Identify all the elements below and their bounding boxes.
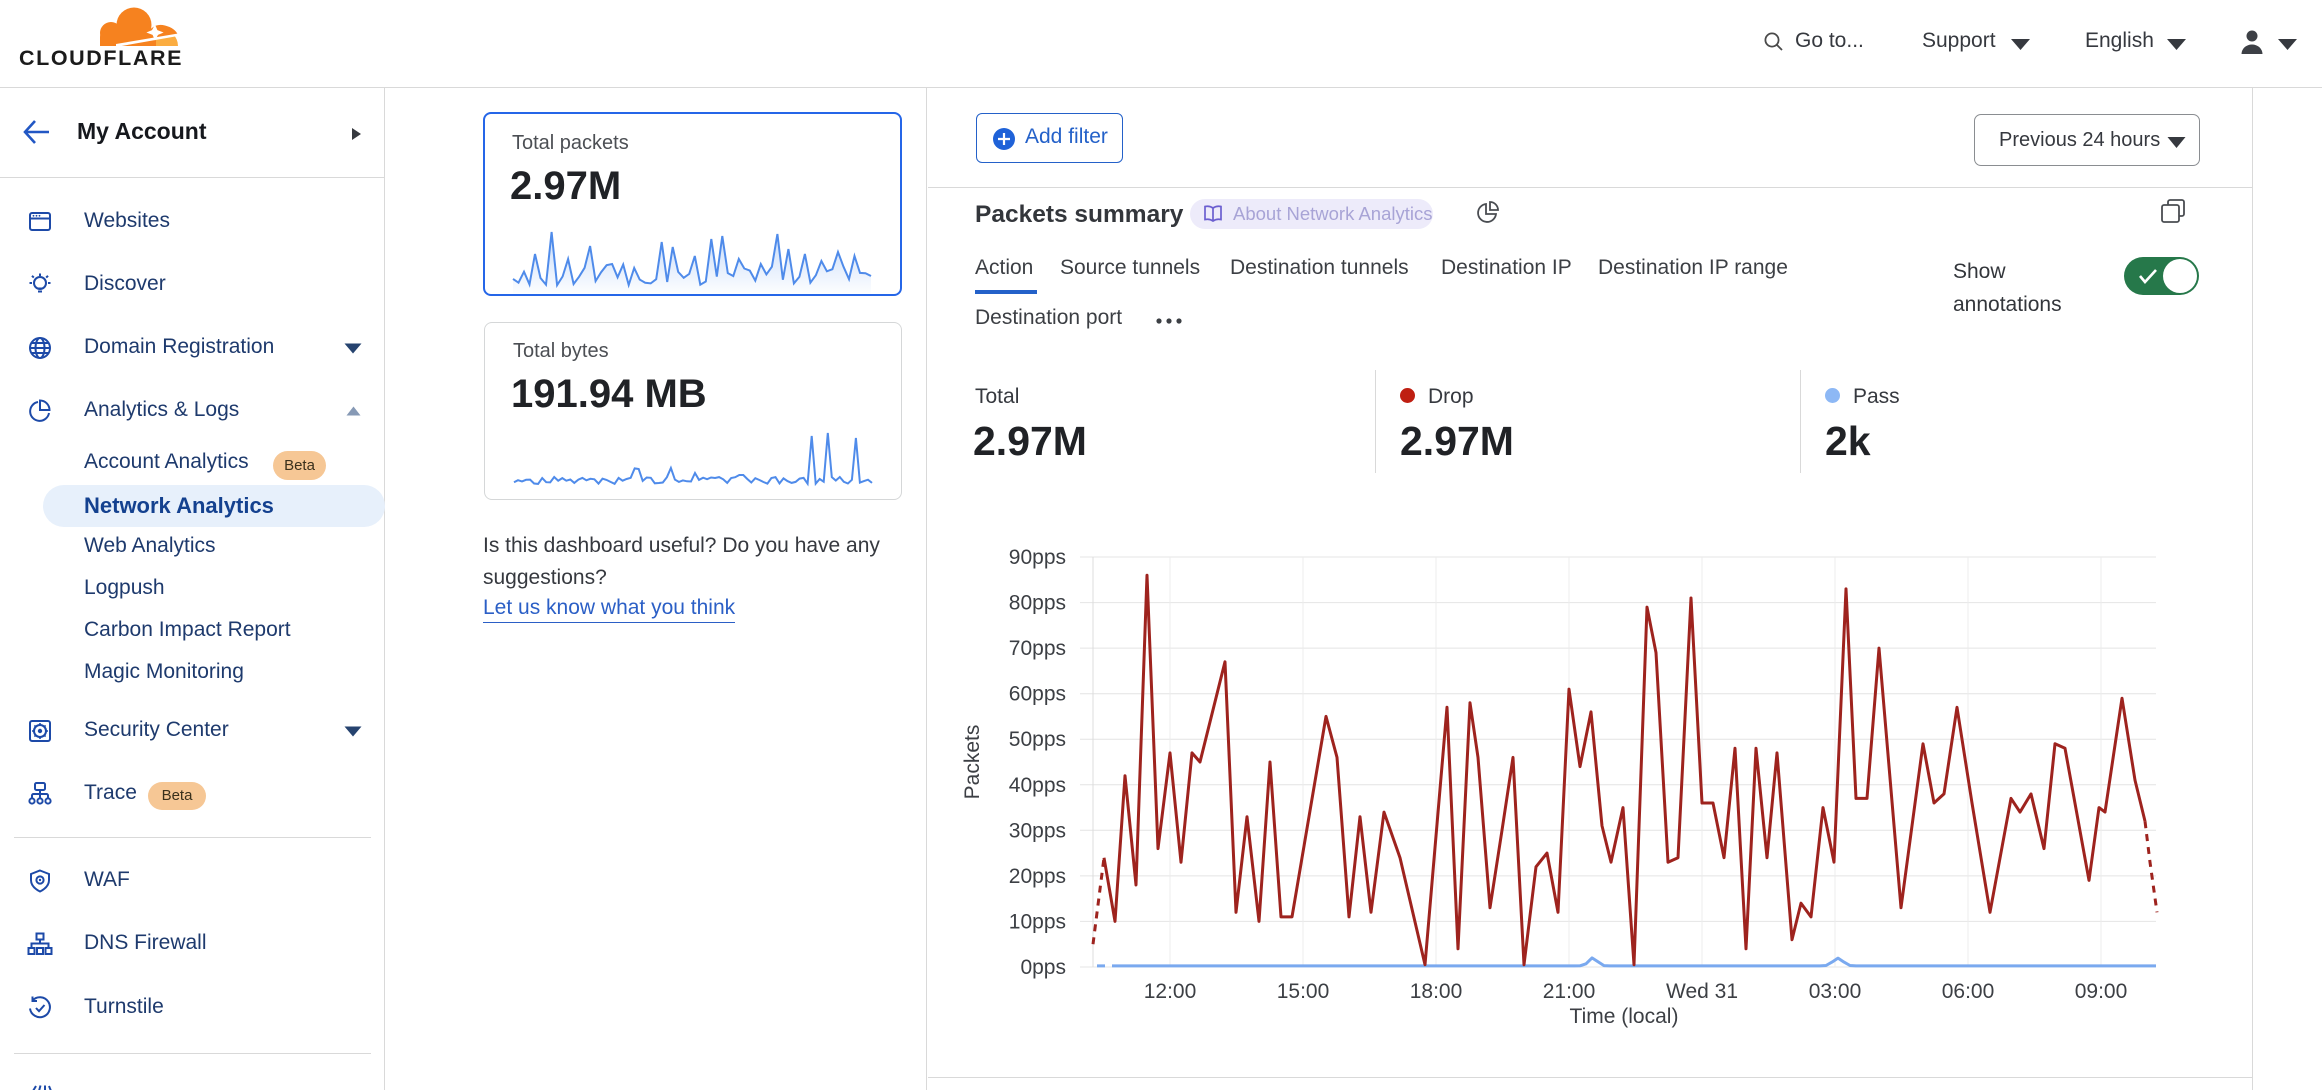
svg-text:70pps: 70pps <box>1009 637 1066 660</box>
svg-text:10pps: 10pps <box>1009 910 1066 933</box>
svg-text:Wed 31: Wed 31 <box>1666 980 1738 1003</box>
svg-text:12:00: 12:00 <box>1144 980 1197 1003</box>
svg-text:15:00: 15:00 <box>1277 980 1330 1003</box>
svg-text:18:00: 18:00 <box>1410 980 1463 1003</box>
svg-text:80pps: 80pps <box>1009 592 1066 615</box>
svg-text:09:00: 09:00 <box>2075 980 2128 1003</box>
svg-text:Time (local): Time (local) <box>1570 1005 1679 1028</box>
svg-text:Packets: Packets <box>961 725 984 800</box>
svg-text:06:00: 06:00 <box>1942 980 1995 1003</box>
svg-text:30pps: 30pps <box>1009 819 1066 842</box>
svg-text:90pps: 90pps <box>1009 546 1066 569</box>
svg-text:50pps: 50pps <box>1009 728 1066 751</box>
svg-text:40pps: 40pps <box>1009 774 1066 797</box>
svg-text:60pps: 60pps <box>1009 683 1066 706</box>
svg-text:0pps: 0pps <box>1020 956 1066 979</box>
svg-text:20pps: 20pps <box>1009 865 1066 888</box>
svg-text:03:00: 03:00 <box>1809 980 1862 1003</box>
svg-text:21:00: 21:00 <box>1543 980 1596 1003</box>
